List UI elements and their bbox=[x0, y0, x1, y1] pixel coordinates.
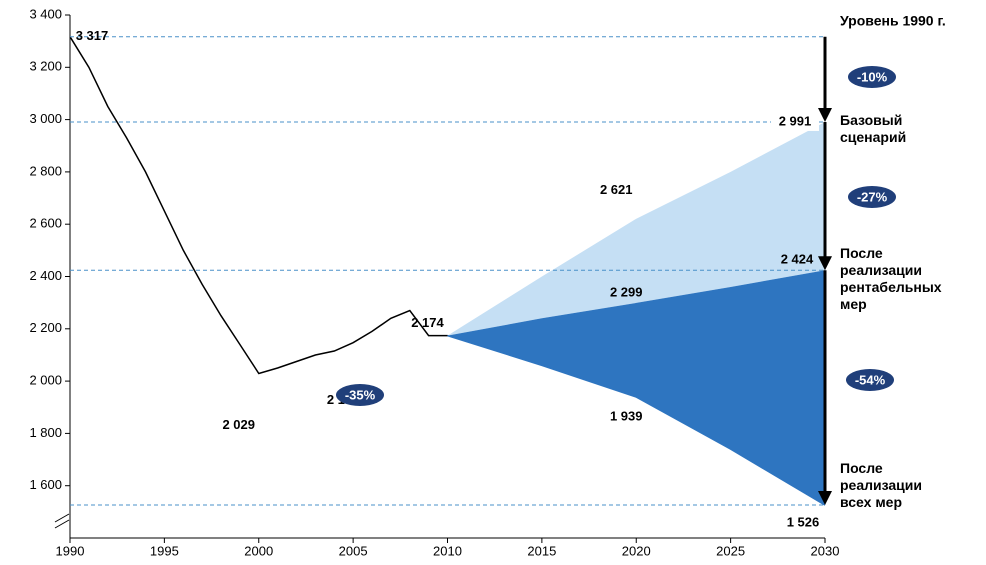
x-tick-label: 2030 bbox=[811, 543, 840, 558]
y-tick-label: 3 000 bbox=[29, 111, 62, 126]
x-tick-label: 2015 bbox=[527, 543, 556, 558]
x-tick-label: 1990 bbox=[56, 543, 85, 558]
history-line bbox=[69, 36, 448, 375]
x-tick-label: 2000 bbox=[244, 543, 273, 558]
x-tick-label: 2025 bbox=[716, 543, 745, 558]
area-measures bbox=[447, 270, 825, 506]
badge bbox=[336, 384, 384, 406]
series-name: После реализации рентабельных мер bbox=[840, 245, 942, 312]
line-all-measures bbox=[447, 334, 826, 506]
x-tick-label: 2020 bbox=[622, 543, 651, 558]
x-tick-label: 2010 bbox=[433, 543, 462, 558]
data-label: 2 299 bbox=[610, 284, 643, 299]
badge-label: -10% bbox=[857, 69, 888, 84]
data-label: 2 621 bbox=[600, 182, 633, 197]
y-tick-label: 2 800 bbox=[29, 163, 62, 178]
y-tick-label: 2 000 bbox=[29, 373, 62, 388]
area-base bbox=[447, 122, 825, 336]
badge-label: -54% bbox=[855, 372, 886, 387]
data-label: 2 424 bbox=[781, 252, 814, 267]
x-tick-label: 1995 bbox=[150, 543, 179, 558]
x-tick-label: 2005 bbox=[339, 543, 368, 558]
y-tick-label: 1 600 bbox=[29, 477, 62, 492]
label-bg bbox=[771, 112, 819, 131]
axis-break bbox=[54, 513, 70, 529]
data-label: 3 317 bbox=[76, 28, 109, 43]
y-tick-label: 3 200 bbox=[29, 59, 62, 74]
data-label: 1 939 bbox=[610, 408, 643, 423]
level-label: Уровень 1990 г. bbox=[840, 13, 946, 29]
y-tick-label: 2 200 bbox=[29, 320, 62, 335]
data-label: 1 526 bbox=[787, 514, 820, 529]
badge bbox=[846, 369, 894, 391]
data-label: 2 991 bbox=[779, 113, 812, 128]
series-name: Базовый сценарий bbox=[840, 112, 907, 145]
arrowhead bbox=[818, 491, 832, 506]
y-tick-label: 3 400 bbox=[29, 6, 62, 21]
data-label: 2 029 bbox=[222, 417, 255, 432]
series-name: После реализации всех мер bbox=[840, 460, 923, 510]
y-tick-label: 1 800 bbox=[29, 425, 62, 440]
badge bbox=[848, 66, 896, 88]
y-tick-label: 2 400 bbox=[29, 268, 62, 283]
data-label: 2 174 bbox=[411, 315, 444, 330]
y-tick-label: 2 600 bbox=[29, 216, 62, 231]
arrowhead bbox=[818, 107, 832, 122]
badge-label: -35% bbox=[345, 387, 376, 402]
badge-label: -27% bbox=[857, 189, 888, 204]
arrowhead bbox=[818, 256, 832, 271]
badge bbox=[848, 186, 896, 208]
